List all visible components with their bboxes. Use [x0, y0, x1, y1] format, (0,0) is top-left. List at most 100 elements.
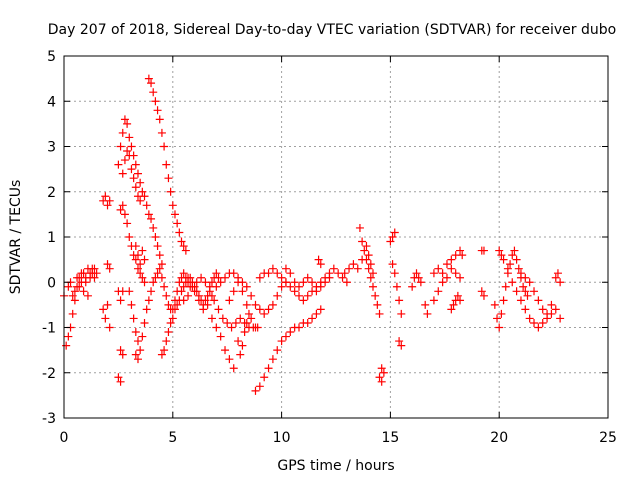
data-point	[358, 237, 367, 246]
series-pass-v	[408, 269, 432, 318]
data-point	[447, 264, 456, 273]
series-pass-z	[495, 246, 556, 332]
data-point	[231, 318, 240, 327]
data-point	[118, 169, 127, 178]
data-point	[516, 296, 525, 305]
data-point	[434, 264, 443, 273]
data-point	[170, 305, 179, 314]
data-point	[142, 305, 151, 314]
data-point	[456, 273, 465, 282]
data-point	[362, 255, 371, 264]
data-point	[538, 318, 547, 327]
data-point	[64, 282, 73, 291]
series-pass-u	[386, 228, 406, 350]
data-point	[138, 246, 147, 255]
data-point	[456, 296, 465, 305]
data-point	[184, 291, 193, 300]
data-point	[277, 273, 286, 282]
series-pass-c	[99, 192, 114, 332]
data-point	[129, 174, 138, 183]
data-point	[251, 386, 260, 395]
data-point	[338, 273, 347, 282]
data-point	[133, 355, 142, 364]
data-point	[392, 282, 401, 291]
data-point	[166, 318, 175, 327]
data-point	[236, 350, 245, 359]
data-point	[203, 300, 212, 309]
data-point	[149, 223, 158, 232]
data-point	[388, 260, 397, 269]
data-point	[170, 210, 179, 219]
data-point	[340, 269, 349, 278]
data-point	[116, 205, 125, 214]
data-point	[371, 291, 380, 300]
data-point	[90, 264, 99, 273]
data-point	[390, 228, 399, 237]
data-point	[375, 373, 384, 382]
data-point	[177, 287, 186, 296]
data-point	[160, 282, 169, 291]
data-point	[255, 273, 264, 282]
data-point	[144, 296, 153, 305]
data-point	[70, 296, 79, 305]
data-point	[157, 128, 166, 137]
data-point	[556, 314, 565, 323]
data-point	[273, 269, 282, 278]
data-point	[136, 269, 145, 278]
grid-layer	[64, 56, 608, 418]
data-point	[175, 228, 184, 237]
data-point	[140, 278, 149, 287]
data-point	[144, 74, 153, 83]
data-point	[210, 296, 219, 305]
data-point	[125, 151, 134, 160]
series-pass-aa	[516, 269, 565, 323]
data-point	[101, 192, 110, 201]
data-point	[75, 282, 84, 291]
data-point	[303, 318, 312, 327]
data-point	[138, 332, 147, 341]
data-point	[131, 242, 140, 251]
data-point	[164, 174, 173, 183]
data-point	[501, 282, 510, 291]
data-point	[190, 287, 199, 296]
data-point	[105, 264, 114, 273]
data-point	[286, 282, 295, 291]
data-point	[325, 273, 334, 282]
data-point	[153, 242, 162, 251]
data-point	[299, 296, 308, 305]
data-point	[286, 328, 295, 337]
data-point	[188, 282, 197, 291]
data-point	[136, 260, 145, 269]
data-point	[512, 287, 521, 296]
series-pass-y	[490, 246, 532, 332]
data-point	[168, 314, 177, 323]
series-pass-r	[281, 255, 367, 296]
data-point	[447, 255, 456, 264]
data-point	[429, 296, 438, 305]
data-point	[247, 291, 256, 300]
data-point	[260, 309, 269, 318]
data-point	[281, 278, 290, 287]
ticks-layer: 0 5 10 15 20 25 -3 -2 -1 0 1 2 3 4 5	[42, 49, 617, 446]
data-point	[497, 251, 506, 260]
data-point	[125, 133, 134, 142]
data-point	[273, 291, 282, 300]
data-point	[238, 341, 247, 350]
data-point	[364, 251, 373, 260]
data-point	[133, 192, 142, 201]
data-point	[227, 323, 236, 332]
data-point	[244, 309, 253, 318]
data-point	[168, 201, 177, 210]
data-point	[179, 296, 188, 305]
data-point	[349, 260, 358, 269]
series-pass-d	[114, 287, 127, 386]
data-point	[151, 97, 160, 106]
data-point	[116, 142, 125, 151]
data-point	[395, 296, 404, 305]
data-point	[166, 187, 175, 196]
data-point	[260, 373, 269, 382]
y-tick-label: 4	[47, 94, 56, 110]
data-point	[499, 296, 508, 305]
data-point	[225, 296, 234, 305]
data-point	[138, 187, 147, 196]
